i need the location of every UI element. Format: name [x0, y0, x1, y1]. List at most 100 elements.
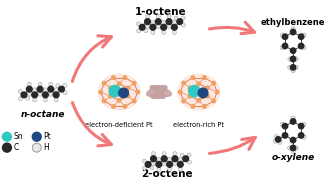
Ellipse shape [147, 88, 165, 96]
Circle shape [282, 43, 288, 49]
Circle shape [298, 34, 304, 40]
Circle shape [157, 157, 161, 161]
Circle shape [273, 139, 277, 143]
Circle shape [161, 94, 165, 98]
Circle shape [291, 68, 295, 73]
Circle shape [32, 92, 38, 98]
Circle shape [294, 57, 298, 61]
Circle shape [302, 45, 306, 50]
Circle shape [137, 29, 141, 33]
Circle shape [172, 156, 178, 162]
Circle shape [182, 99, 185, 103]
Circle shape [49, 82, 53, 86]
Circle shape [155, 86, 160, 90]
Circle shape [275, 137, 281, 142]
Circle shape [203, 76, 206, 79]
Circle shape [172, 30, 176, 34]
Circle shape [187, 153, 191, 157]
Circle shape [56, 84, 60, 88]
Circle shape [282, 133, 288, 138]
Circle shape [118, 98, 121, 102]
Circle shape [177, 19, 182, 24]
Circle shape [103, 81, 106, 85]
Circle shape [38, 82, 42, 86]
Circle shape [294, 146, 298, 150]
Circle shape [43, 98, 47, 102]
Circle shape [156, 25, 160, 29]
Circle shape [161, 24, 166, 30]
Circle shape [173, 152, 177, 156]
Circle shape [151, 20, 155, 24]
Circle shape [290, 29, 296, 35]
Circle shape [18, 97, 22, 101]
Circle shape [160, 86, 165, 90]
Text: 2-octene: 2-octene [141, 170, 193, 179]
Circle shape [167, 25, 171, 29]
Circle shape [212, 99, 215, 103]
Circle shape [151, 94, 155, 98]
Circle shape [119, 88, 129, 98]
Circle shape [152, 162, 156, 166]
Circle shape [109, 94, 112, 98]
Circle shape [280, 45, 284, 50]
Circle shape [156, 94, 160, 98]
Circle shape [133, 81, 136, 85]
Circle shape [144, 29, 148, 33]
Circle shape [21, 92, 27, 98]
Circle shape [206, 86, 209, 90]
Circle shape [180, 153, 184, 157]
Circle shape [146, 25, 150, 29]
Circle shape [162, 30, 166, 34]
Text: H: H [44, 143, 50, 152]
Circle shape [126, 86, 130, 90]
Circle shape [167, 162, 172, 167]
Circle shape [290, 137, 296, 143]
Circle shape [294, 65, 298, 70]
Circle shape [150, 166, 154, 170]
Circle shape [43, 88, 47, 92]
Circle shape [178, 167, 182, 171]
Circle shape [137, 22, 141, 26]
Text: C: C [14, 143, 19, 152]
Circle shape [282, 34, 288, 40]
Circle shape [274, 134, 279, 139]
Circle shape [26, 96, 30, 100]
Circle shape [143, 159, 147, 163]
Circle shape [153, 86, 157, 90]
Circle shape [298, 123, 304, 129]
Circle shape [197, 82, 200, 85]
Circle shape [162, 20, 166, 24]
Circle shape [191, 105, 195, 108]
Circle shape [157, 167, 161, 171]
Circle shape [174, 16, 178, 20]
Circle shape [139, 24, 145, 30]
Circle shape [118, 82, 121, 85]
Circle shape [187, 160, 191, 164]
Circle shape [133, 99, 136, 103]
Circle shape [2, 143, 11, 152]
Circle shape [109, 85, 121, 97]
Circle shape [197, 98, 200, 102]
Circle shape [212, 81, 215, 85]
Circle shape [49, 92, 53, 96]
Circle shape [290, 119, 296, 124]
Circle shape [156, 162, 162, 167]
Circle shape [43, 92, 48, 98]
Circle shape [302, 33, 306, 37]
Circle shape [188, 86, 192, 90]
Circle shape [53, 92, 59, 98]
Circle shape [278, 140, 282, 144]
Circle shape [158, 86, 162, 90]
Circle shape [154, 94, 158, 98]
Text: Sn: Sn [14, 132, 24, 141]
Circle shape [27, 92, 31, 96]
Circle shape [27, 82, 31, 86]
Circle shape [302, 135, 306, 139]
Circle shape [291, 149, 295, 153]
Circle shape [151, 30, 155, 34]
Circle shape [54, 88, 58, 92]
Circle shape [48, 86, 54, 92]
Circle shape [26, 86, 32, 92]
Circle shape [298, 133, 304, 138]
Circle shape [206, 94, 209, 98]
